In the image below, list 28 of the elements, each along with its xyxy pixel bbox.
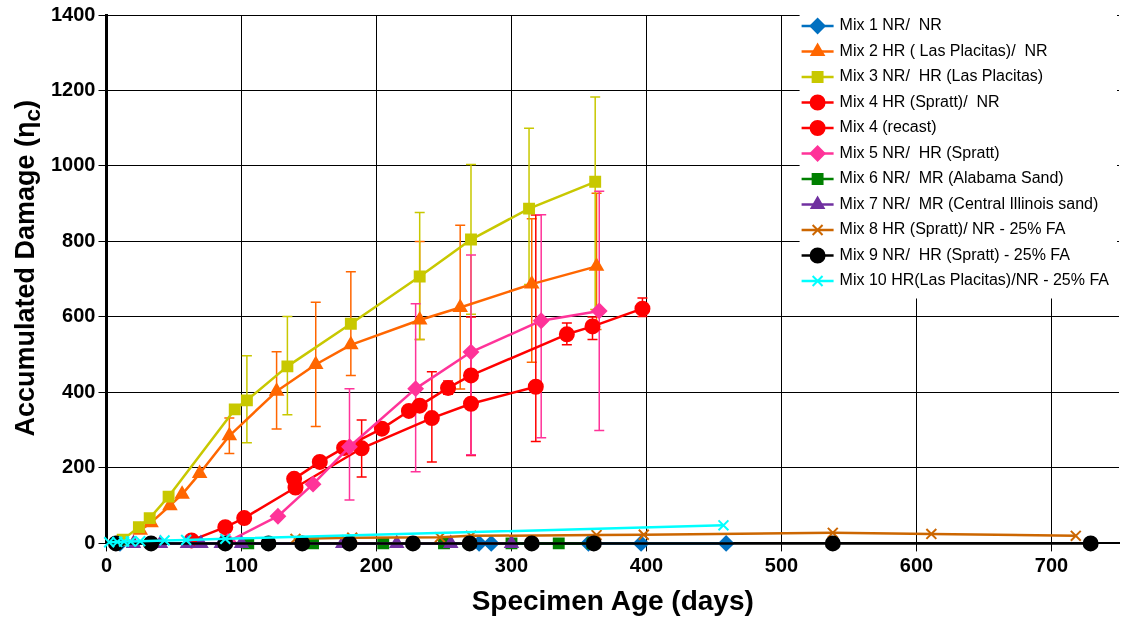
y-tick-label: 1400 <box>50 2 96 25</box>
legend-label: Mix 7 NR/ MR (Central Illinois sand) <box>839 194 1099 212</box>
legend-label: Mix 6 NR/ MR (Alabama Sand) <box>839 169 1064 187</box>
x-tick-label: 0 <box>100 553 113 576</box>
y-tick-label: 400 <box>62 379 96 402</box>
legend-label: Mix 4 HR (Spratt)/ NR <box>839 92 1000 110</box>
y-tick-label: 200 <box>62 455 96 478</box>
x-tick-label: 100 <box>224 553 259 576</box>
legend-label: Mix 10 HR(Las Placitas)/NR - 25% FA <box>839 271 1110 289</box>
y-tick-label: 800 <box>62 228 96 251</box>
legend-label: Mix 1 NR/ NR <box>839 16 942 34</box>
y-tick-label: 1200 <box>50 78 96 100</box>
legend-label: Mix 8 HR (Spratt)/ NR - 25% FA <box>839 220 1066 238</box>
x-tick-label: 600 <box>899 553 934 576</box>
y-tick-label: 0 <box>84 530 96 553</box>
x-axis-title: Specimen Age (days) <box>471 584 754 616</box>
x-tick-label: 400 <box>629 553 664 576</box>
x-tick-label: 200 <box>359 553 394 576</box>
legend-label: Mix 2 HR ( Las Placitas)/ NR <box>839 41 1048 59</box>
x-tick-label: 300 <box>494 553 529 576</box>
x-tick-label: 700 <box>1034 553 1069 576</box>
legend-label: Mix 4 (recast) <box>839 118 937 136</box>
y-tick-label: 600 <box>62 304 96 327</box>
legend-label: Mix 9 NR/ HR (Spratt) - 25% FA <box>839 245 1071 263</box>
x-tick-label: 500 <box>764 553 799 576</box>
legend-label: Mix 5 NR/ HR (Spratt) <box>839 143 1000 161</box>
legend-label: Mix 3 NR/ HR (Las Placitas) <box>839 67 1044 85</box>
y-tick-label: 1000 <box>50 153 96 176</box>
